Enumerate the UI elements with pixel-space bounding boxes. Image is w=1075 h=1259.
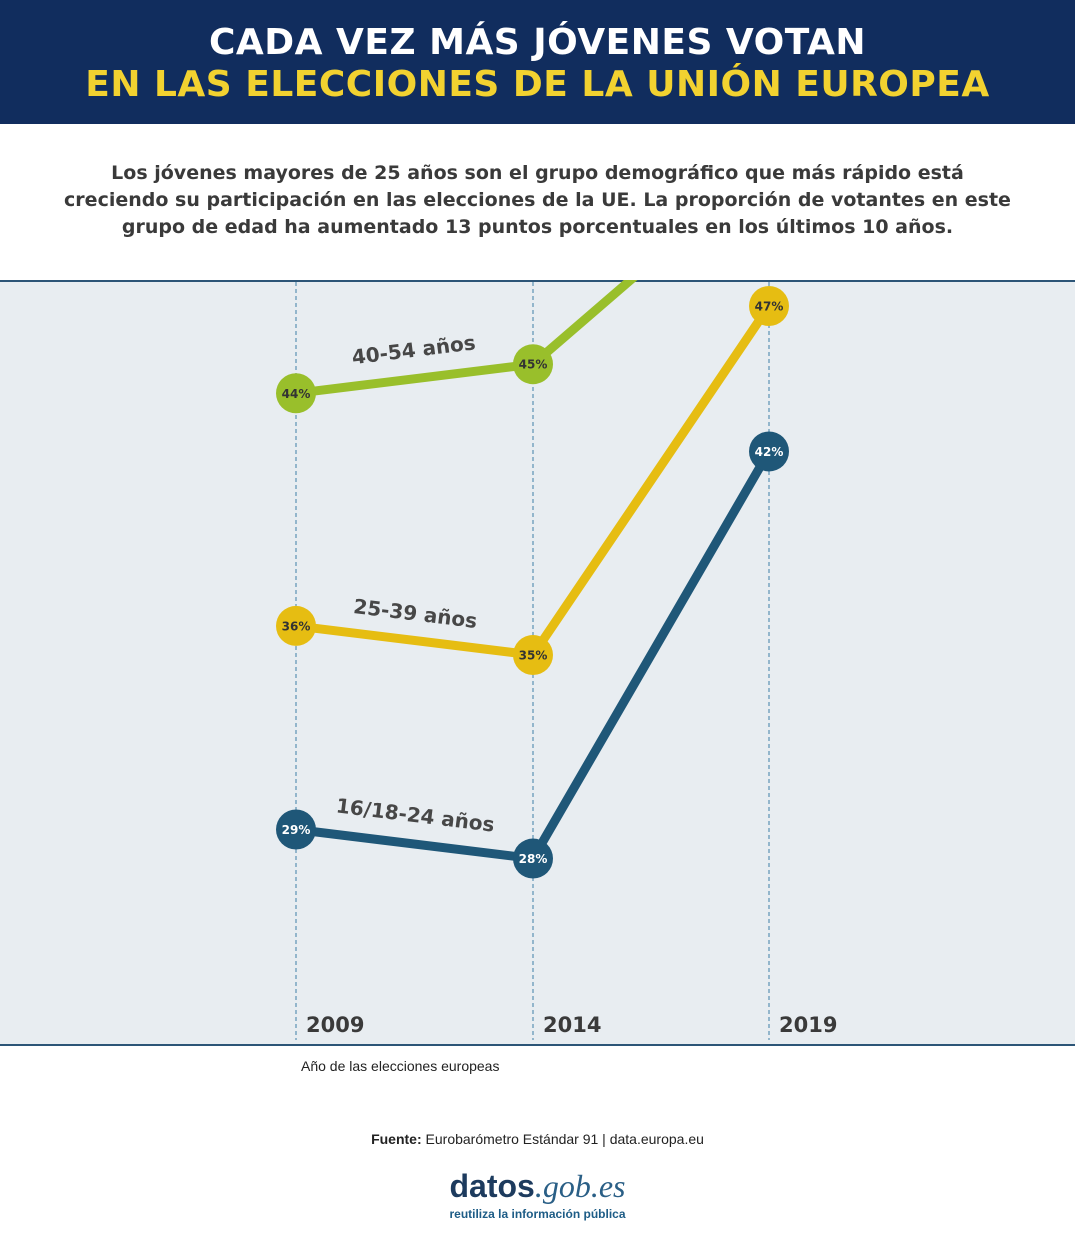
source-label: Fuente: [371, 1131, 422, 1147]
series-label-3: 16/18-24 años [335, 793, 496, 836]
subtitle: Los jóvenes mayores de 25 años son el gr… [64, 162, 1011, 238]
data-point-3-0 [276, 809, 316, 850]
source-note: Fuente: Eurobarómetro Estándar 91 | data… [0, 1131, 1075, 1147]
x-tick-label-2019: 2019 [779, 1013, 837, 1037]
logo-part-datos: datos [449, 1168, 535, 1204]
data-point-1-1 [513, 344, 553, 385]
title-line-1: CADA VEZ MÁS JÓVENES VOTAN [208, 22, 867, 63]
source-text: Eurobarómetro Estándar 91 | data.europa.… [425, 1131, 704, 1147]
data-point-2-0 [276, 605, 316, 646]
data-label-2-0: 36% [282, 619, 311, 633]
logo: datos.gob.es reutiliza la información pú… [0, 1168, 1075, 1221]
logo-wordmark: datos.gob.es [0, 1168, 1075, 1205]
data-label-3-1: 28% [519, 852, 548, 866]
data-point-2-2 [749, 286, 789, 327]
x-tick-label-2009: 2009 [306, 1013, 364, 1037]
data-point-3-1 [513, 838, 553, 879]
x-axis-title: Año de las elecciones europeas [301, 1058, 500, 1074]
data-label-2-1: 35% [519, 649, 548, 663]
series-label-2: 25-39 años [352, 594, 478, 633]
data-point-3-2 [749, 431, 789, 472]
data-point-2-1 [513, 635, 553, 675]
series-label-1: 40-54 años [350, 330, 476, 369]
logo-part-gob: .gob [534, 1168, 591, 1204]
header-banner: CADA VEZ MÁS JÓVENES VOTAN EN LAS ELECCI… [0, 0, 1075, 124]
data-label-1-1: 45% [519, 358, 548, 372]
line-chart: 20092014201955 años o más50%51%54%40-54 … [276, 280, 837, 1040]
data-label-1-0: 44% [282, 387, 311, 401]
data-label-3-2: 42% [755, 445, 784, 459]
data-label-3-0: 29% [282, 823, 311, 837]
data-point-1-0 [276, 373, 316, 414]
data-label-2-2: 47% [755, 300, 784, 314]
title-line-2: EN LAS ELECCIONES DE LA UNIÓN EUROPEA [85, 64, 990, 105]
x-tick-label-2014: 2014 [543, 1013, 601, 1037]
logo-tagline: reutiliza la información pública [449, 1207, 626, 1221]
logo-part-es: .es [590, 1168, 626, 1204]
